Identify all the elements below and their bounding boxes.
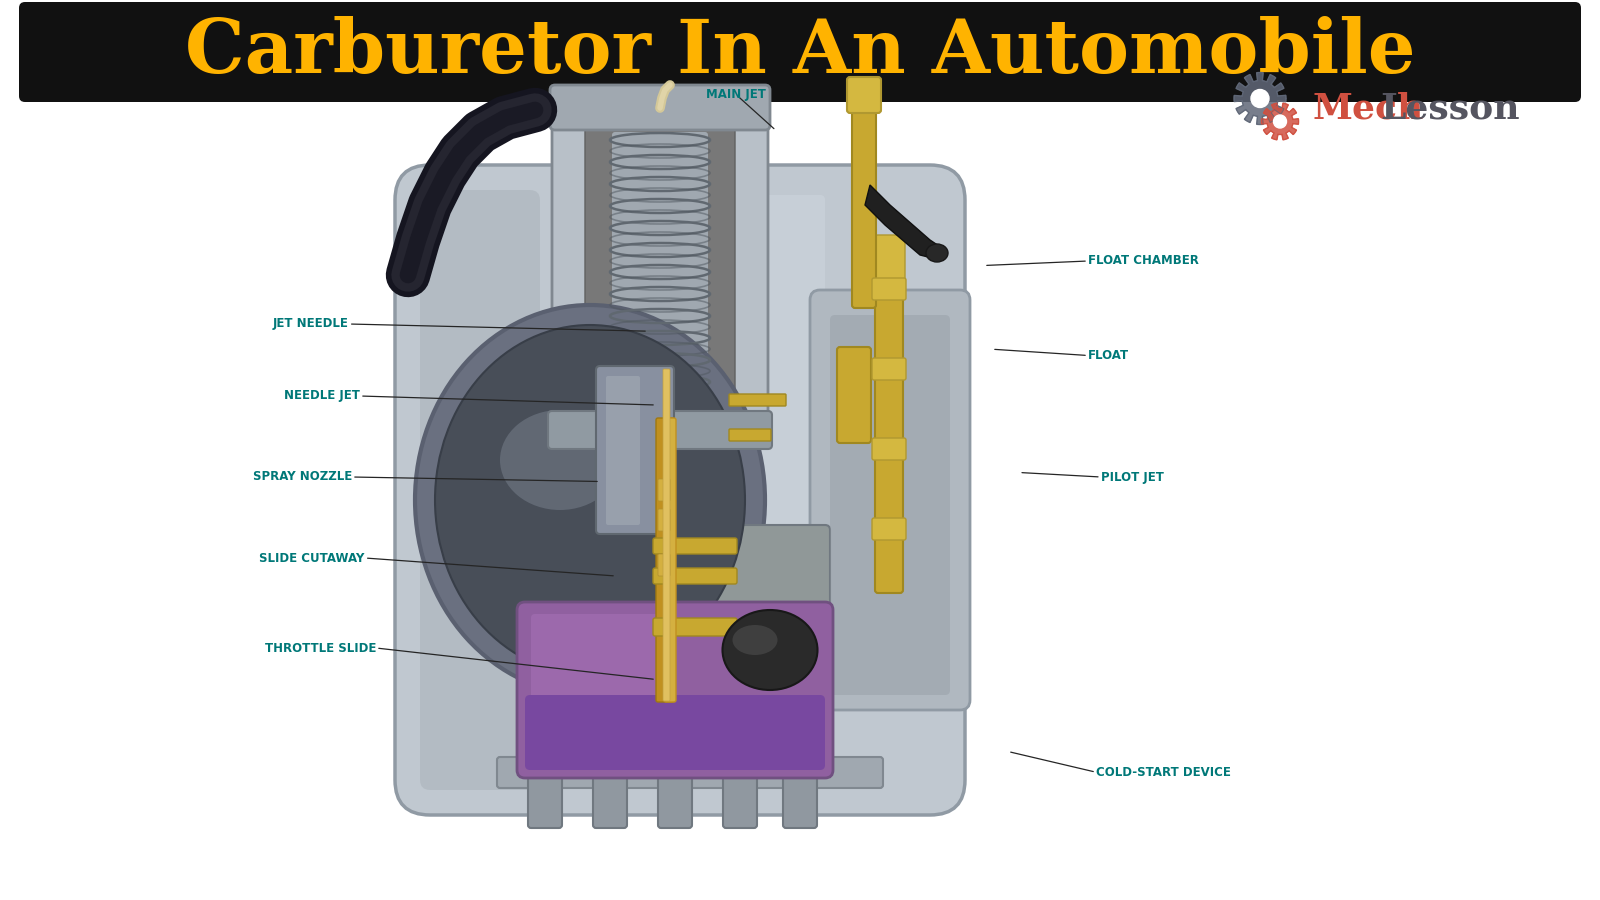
Text: Lesson: Lesson (1379, 92, 1520, 125)
FancyBboxPatch shape (653, 538, 738, 554)
Ellipse shape (723, 610, 818, 690)
Ellipse shape (733, 625, 778, 655)
FancyBboxPatch shape (395, 165, 965, 815)
Text: COLD-START DEVICE: COLD-START DEVICE (1096, 766, 1230, 778)
Text: Mech: Mech (1312, 92, 1424, 125)
Polygon shape (1261, 104, 1299, 140)
Text: SPRAY NOZZLE: SPRAY NOZZLE (253, 471, 352, 483)
FancyBboxPatch shape (531, 614, 669, 762)
FancyBboxPatch shape (872, 358, 906, 380)
FancyBboxPatch shape (525, 695, 826, 770)
Text: JET NEEDLE: JET NEEDLE (274, 318, 349, 330)
FancyBboxPatch shape (606, 376, 640, 525)
Text: FLOAT: FLOAT (1088, 349, 1130, 362)
FancyBboxPatch shape (586, 125, 734, 395)
Text: SLIDE CUTAWAY: SLIDE CUTAWAY (259, 552, 365, 564)
Text: THROTTLE SLIDE: THROTTLE SLIDE (264, 642, 376, 654)
FancyBboxPatch shape (810, 290, 970, 710)
FancyBboxPatch shape (658, 509, 670, 531)
Ellipse shape (499, 410, 621, 510)
FancyBboxPatch shape (872, 438, 906, 460)
FancyBboxPatch shape (552, 102, 768, 438)
FancyBboxPatch shape (830, 315, 950, 695)
FancyBboxPatch shape (658, 479, 670, 501)
FancyBboxPatch shape (782, 772, 818, 828)
Polygon shape (1234, 73, 1286, 124)
FancyBboxPatch shape (875, 247, 902, 593)
FancyBboxPatch shape (851, 92, 877, 308)
FancyBboxPatch shape (730, 429, 771, 441)
FancyBboxPatch shape (872, 518, 906, 540)
FancyBboxPatch shape (723, 772, 757, 828)
FancyBboxPatch shape (528, 772, 562, 828)
FancyBboxPatch shape (656, 418, 674, 702)
Circle shape (1251, 89, 1269, 107)
FancyBboxPatch shape (658, 772, 691, 828)
FancyBboxPatch shape (874, 235, 906, 285)
PathPatch shape (866, 185, 946, 260)
FancyBboxPatch shape (19, 2, 1581, 102)
Circle shape (1274, 115, 1286, 128)
FancyBboxPatch shape (611, 132, 707, 388)
Ellipse shape (414, 305, 765, 695)
FancyBboxPatch shape (550, 85, 770, 130)
FancyBboxPatch shape (662, 369, 670, 701)
Ellipse shape (926, 244, 947, 262)
FancyBboxPatch shape (694, 195, 826, 785)
FancyBboxPatch shape (653, 618, 738, 636)
FancyBboxPatch shape (517, 602, 834, 778)
FancyBboxPatch shape (547, 411, 771, 449)
FancyBboxPatch shape (653, 568, 738, 584)
FancyBboxPatch shape (846, 77, 882, 113)
FancyBboxPatch shape (658, 554, 670, 576)
Text: MAIN JET: MAIN JET (706, 88, 766, 101)
Text: FLOAT CHAMBER: FLOAT CHAMBER (1088, 255, 1198, 267)
Text: NEEDLE JET: NEEDLE JET (285, 390, 360, 402)
Ellipse shape (435, 325, 746, 675)
Text: Carburetor In An Automobile: Carburetor In An Automobile (184, 16, 1416, 89)
FancyBboxPatch shape (594, 772, 627, 828)
FancyBboxPatch shape (837, 347, 870, 443)
FancyBboxPatch shape (595, 366, 674, 534)
FancyBboxPatch shape (498, 757, 883, 788)
Text: PILOT JET: PILOT JET (1101, 471, 1163, 483)
FancyBboxPatch shape (872, 278, 906, 300)
FancyBboxPatch shape (664, 418, 675, 702)
FancyBboxPatch shape (419, 190, 541, 790)
FancyBboxPatch shape (550, 525, 830, 765)
FancyBboxPatch shape (730, 394, 786, 406)
